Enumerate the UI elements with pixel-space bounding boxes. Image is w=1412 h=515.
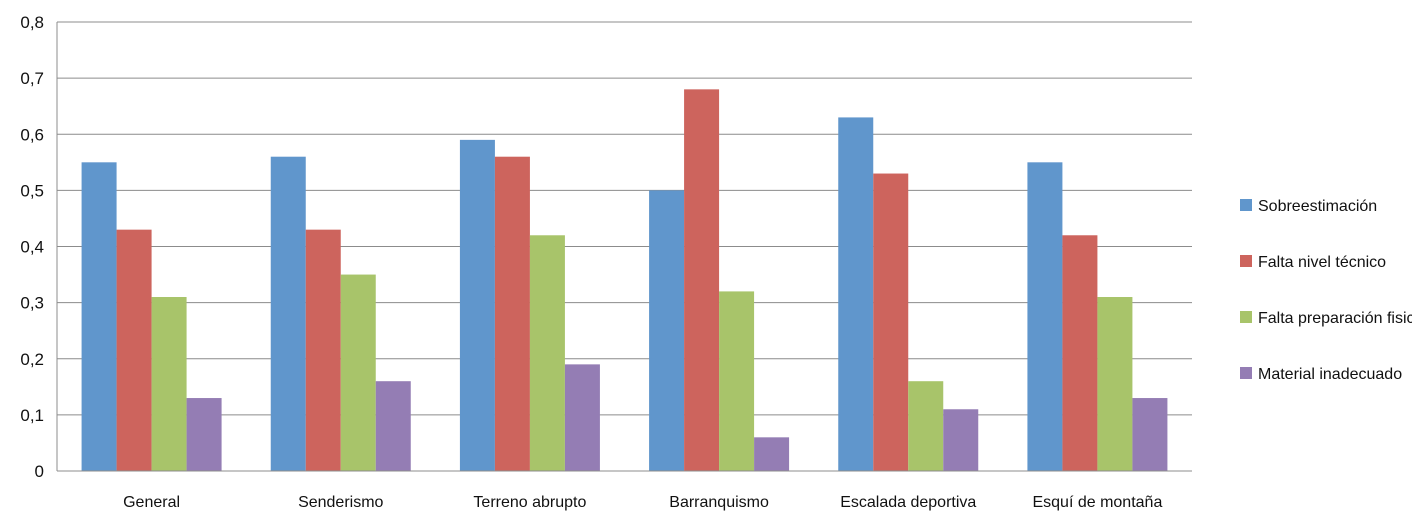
legend-swatch [1240,199,1252,211]
bar-3-4 [719,291,755,471]
bar-3-6 [1097,297,1133,471]
x-tick-label: Terreno abrupto [473,494,586,511]
y-tick-label: 0,1 [20,406,44,425]
y-tick-label: 0,2 [20,350,44,369]
x-tick-label: Senderismo [298,494,383,511]
legend-swatch [1240,311,1252,323]
bar-1-5 [838,117,874,471]
bar-3-3 [529,235,565,471]
y-tick-label: 0,8 [20,13,44,32]
bar-4-2 [375,381,411,471]
legend-label: Sobreestimación [1258,198,1377,215]
x-tick-label: Esquí de montaña [1032,494,1162,511]
bar-2-3 [494,156,530,471]
bar-2-5 [873,173,909,471]
bar-3-2 [340,274,376,471]
y-tick-label: 0,3 [20,294,44,313]
bars [81,89,1168,472]
y-tick-label: 0,4 [20,238,44,257]
bar-4-3 [564,364,600,471]
bar-2-4 [684,89,720,471]
y-tick-label: 0 [35,462,44,481]
bar-4-5 [943,409,979,471]
bar-2-2 [305,229,341,471]
y-tick-label: 0,5 [20,181,44,200]
y-tick-labels: 0 0,1 0,2 0,3 0,4 0,5 0,6 0,7 0,8 [20,13,44,481]
bar-1-3 [459,139,495,472]
bar-4-6 [1132,398,1168,471]
bar-2-6 [1062,235,1098,471]
bar-1-2 [270,156,306,471]
legend-label: Falta nivel técnico [1258,254,1386,271]
bar-3-1 [151,297,187,471]
y-tick-label: 0,7 [20,69,44,88]
legend-label: Falta preparación fisica [1258,310,1412,327]
x-tick-label: General [123,494,180,511]
x-tick-label: Escalada deportiva [840,494,976,511]
x-category-labels: General Senderismo Terreno abrupto Barranqu… [123,494,1162,511]
legend-label: Material inadecuado [1258,366,1402,383]
bar-1-6 [1027,162,1063,471]
x-tick-label: Barranquismo [669,494,769,511]
legend: Sobreestimación Falta nivel técnico Falta … [1240,198,1412,383]
bar-2-1 [116,229,152,471]
axes [56,22,1192,472]
legend-swatch [1240,255,1252,267]
bar-4-1 [186,398,222,471]
bar-1-4 [649,190,685,471]
bar-4-4 [754,437,790,471]
bar-3-5 [908,381,944,471]
legend-swatch [1240,367,1252,379]
y-tick-label: 0,6 [20,125,44,144]
gridlines [57,21,1192,416]
bar-1-1 [81,162,117,471]
